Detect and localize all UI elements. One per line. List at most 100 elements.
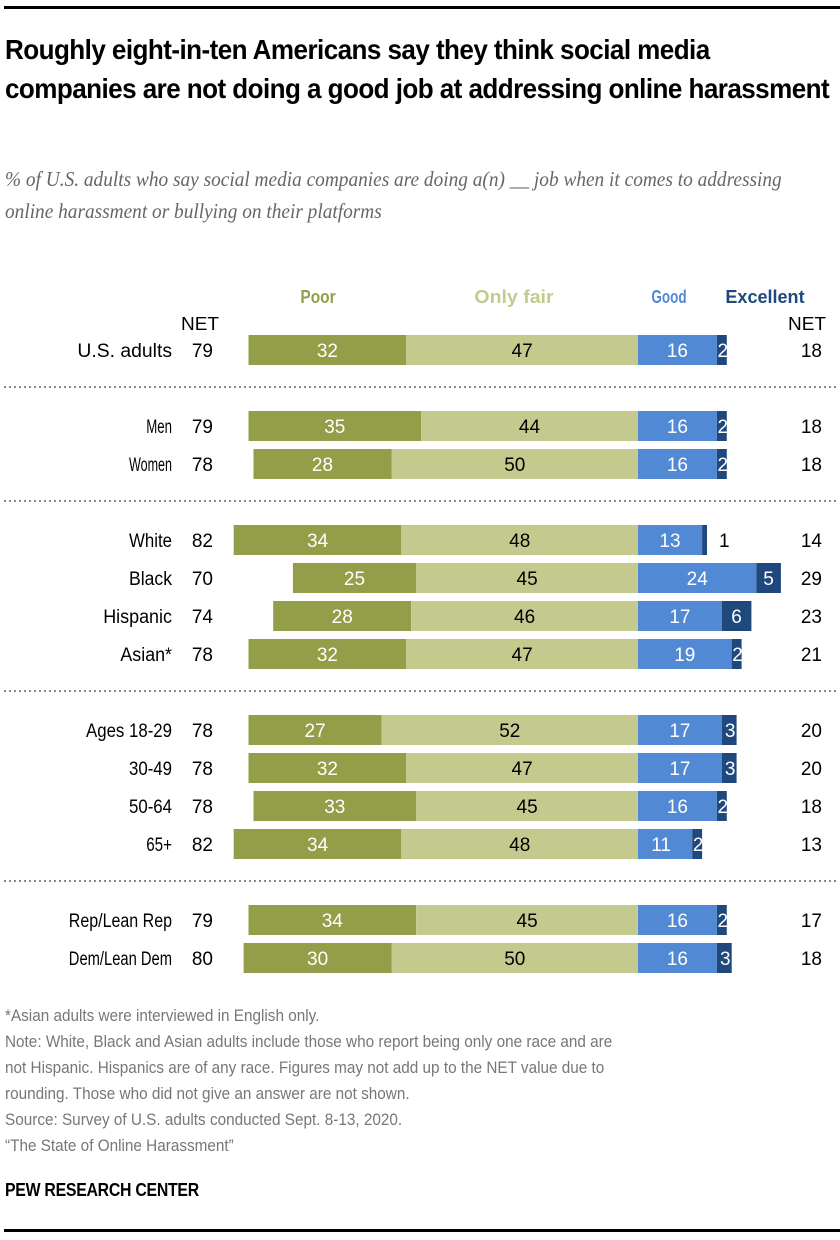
table-row: Rep/Lean Rep 79 17 34 45 16 2 <box>69 905 822 935</box>
net-positive-value: 20 <box>801 759 822 780</box>
bar-segment-excellent <box>716 449 727 479</box>
bar-segment-only-fair <box>391 943 638 973</box>
bar-segment-good <box>638 905 717 935</box>
legend-good: Good <box>651 287 686 307</box>
net-positive-value: 18 <box>801 455 822 476</box>
bar-segment-poor <box>253 449 392 479</box>
net-negative-value: 78 <box>192 645 213 666</box>
data-label-only-fair: 44 <box>519 417 541 438</box>
bar-segment-good <box>638 563 757 593</box>
data-label-excellent: 3 <box>725 721 736 742</box>
category-label: 30-49 <box>129 759 172 780</box>
table-row: Hispanic 74 23 28 46 17 6 <box>103 601 822 631</box>
bar-segment-only-fair <box>411 601 638 631</box>
data-label-excellent: 5 <box>763 569 774 590</box>
net-positive-value: 18 <box>801 417 822 438</box>
category-label: Ages 18-29 <box>86 721 172 742</box>
data-label-excellent: 1 <box>719 531 730 552</box>
bar-segment-excellent <box>716 791 727 821</box>
category-label: Black <box>129 569 172 590</box>
data-label-excellent: 2 <box>693 835 704 856</box>
data-label-only-fair: 50 <box>504 455 525 476</box>
legend-poor: Poor <box>300 287 335 307</box>
data-label-only-fair: 48 <box>509 835 530 856</box>
category-label: Hispanic <box>103 607 172 628</box>
net-header-right: NET <box>788 314 826 334</box>
bar-segment-excellent <box>756 563 781 593</box>
table-row: 65+ 82 13 34 48 11 2 <box>146 829 822 859</box>
category-label: Asian* <box>120 645 172 666</box>
data-label-poor: 28 <box>312 455 333 476</box>
bar-segment-good <box>638 601 722 631</box>
data-label-excellent: 3 <box>720 949 731 970</box>
category-label: U.S. adults <box>77 341 172 362</box>
net-negative-value: 82 <box>192 835 213 856</box>
table-row: Men 79 18 35 44 16 2 <box>146 411 822 441</box>
bar-segment-good <box>638 525 703 555</box>
data-label-excellent: 2 <box>718 341 729 362</box>
bar-segment-only-fair <box>391 449 638 479</box>
net-positive-value: 13 <box>801 835 822 856</box>
data-label-poor: 32 <box>317 759 338 780</box>
data-label-only-fair: 52 <box>499 721 520 742</box>
bar-segment-good <box>638 449 717 479</box>
table-row: Ages 18-29 78 20 27 52 17 3 <box>86 715 822 745</box>
data-label-poor: 25 <box>344 569 365 590</box>
category-label: White <box>129 531 172 552</box>
net-positive-value: 20 <box>801 721 822 742</box>
category-label: 50-64 <box>129 797 172 818</box>
bar-segment-good <box>638 753 722 783</box>
data-label-only-fair: 45 <box>517 911 538 932</box>
legend-excellent: Excellent <box>725 287 804 307</box>
data-label-good: 17 <box>669 607 690 628</box>
data-label-good: 16 <box>667 949 688 970</box>
diverging-bar-chart: Poor Only fair Good Excellent NET NET U.S. a… <box>4 287 836 973</box>
bar-segment-good <box>638 715 722 745</box>
data-label-good: 24 <box>687 569 709 590</box>
data-label-good: 16 <box>667 417 688 438</box>
net-negative-value: 78 <box>192 797 213 818</box>
bar-segment-good <box>638 335 717 365</box>
footnote-asian: *Asian adults were interviewed in Englis… <box>5 1006 320 1025</box>
data-label-excellent: 2 <box>718 797 729 818</box>
data-label-poor: 32 <box>317 645 338 666</box>
bar-segment-poor <box>233 829 402 859</box>
data-label-poor: 27 <box>305 721 326 742</box>
data-label-only-fair: 48 <box>509 531 530 552</box>
data-label-good: 16 <box>667 797 688 818</box>
table-row: Dem/Lean Dem 80 18 30 50 16 3 <box>69 943 822 973</box>
bar-segment-only-fair <box>401 525 638 555</box>
category-label: Rep/Lean Rep <box>69 911 172 932</box>
data-label-poor: 35 <box>324 417 345 438</box>
bar-segment-poor <box>248 335 407 365</box>
net-negative-value: 78 <box>192 759 213 780</box>
bar-segment-excellent <box>721 753 737 783</box>
bar-segment-poor <box>233 525 402 555</box>
table-row: 50-64 78 18 33 45 16 2 <box>129 791 822 821</box>
bar-segment-excellent <box>692 829 703 859</box>
bottom-rule <box>4 1229 840 1232</box>
footnote-report-title: “The State of Online Harassment” <box>5 1136 234 1155</box>
data-label-good: 13 <box>659 531 680 552</box>
net-negative-value: 70 <box>192 569 213 590</box>
group-dividers <box>4 386 836 882</box>
bar-segment-excellent <box>721 601 752 631</box>
net-negative-value: 82 <box>192 531 213 552</box>
legend-only-fair: Only fair <box>474 287 553 307</box>
bar-segment-only-fair <box>416 563 638 593</box>
data-label-excellent: 2 <box>718 417 729 438</box>
bar-segment-only-fair <box>421 411 638 441</box>
table-row: U.S. adults 79 18 32 47 16 2 <box>77 335 822 365</box>
table-row: 30-49 78 20 32 47 17 3 <box>129 753 822 783</box>
category-label: Women <box>129 455 172 476</box>
bar-segment-poor <box>248 905 417 935</box>
category-label: Dem/Lean Dem <box>69 949 172 970</box>
bar-segment-only-fair <box>406 639 638 669</box>
bar-segment-excellent <box>702 525 707 555</box>
net-positive-value: 18 <box>801 341 822 362</box>
net-negative-value: 78 <box>192 721 213 742</box>
data-label-good: 16 <box>667 455 688 476</box>
data-label-only-fair: 50 <box>504 949 525 970</box>
data-label-only-fair: 47 <box>512 645 533 666</box>
